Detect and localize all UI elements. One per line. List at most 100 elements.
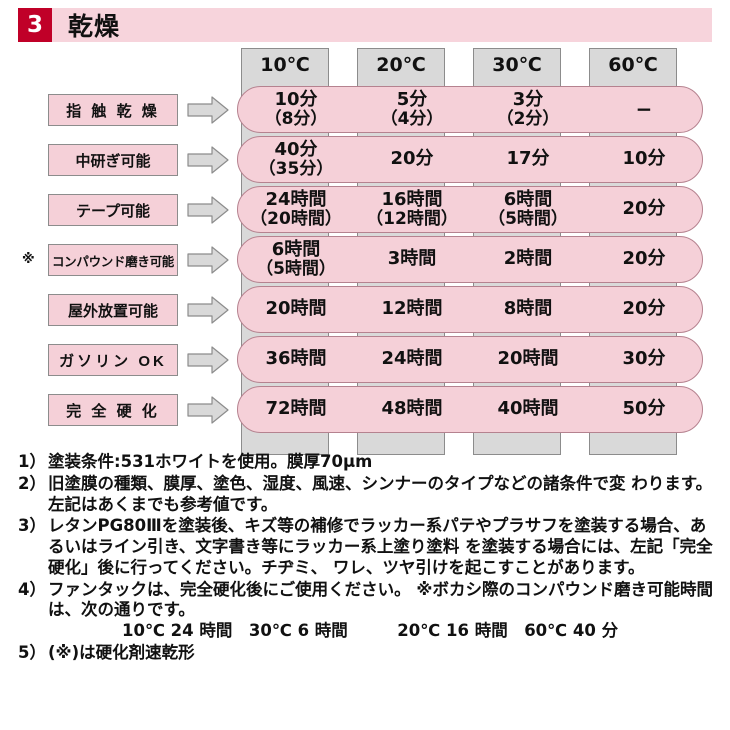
row-arrow-icon-3 [186,245,230,275]
table-cell-r0-c2: 3分 （2分） [470,87,586,132]
cell-primary-value: 16時間 [381,188,443,210]
section-header-banner: 3 乾燥 [18,8,712,42]
temperature-header-2: 30℃ [492,54,542,76]
table-cell-r0-c0: 10分 （8分） [238,87,354,132]
cell-secondary-value: （8分） [264,109,328,130]
cell-primary-value: 12時間 [381,298,443,320]
cell-primary-value: 20時間 [497,348,559,370]
table-row: 40分 （35分） 20分 17分 10分 [237,136,703,183]
footnote-paragraph: 旧塗膜の種類、膜厚、塗色、湿度、風速、シンナーのタイプなどの諸条件で変 わります… [48,473,713,514]
footnote-text: (※)は硬化剤速乾形 [48,643,718,664]
cell-primary-value: 30分 [622,348,666,370]
row-label-4: 屋外放置可能 [48,294,178,326]
table-cell-r2-c3: 20分 [586,187,702,232]
footnote-2: 2） 旧塗膜の種類、膜厚、塗色、湿度、風速、シンナーのタイプなどの諸条件で変 わり… [18,474,718,516]
footnote-number: 3） [18,516,46,536]
cell-primary-value: 8時間 [503,298,553,320]
cell-secondary-value: （4分） [380,109,444,130]
section-number-badge: 3 [18,8,52,42]
table-cell-r2-c2: 6時間 （5時間） [470,187,586,232]
table-cell-r0-c1: 5分 （4分） [354,87,470,132]
table-cell-r5-c2: 20時間 [470,337,586,382]
table-cell-r5-c1: 24時間 [354,337,470,382]
cell-primary-value: 6時間 [503,188,553,210]
cell-primary-value: 24時間 [265,188,327,210]
table-cell-r3-c1: 3時間 [354,237,470,282]
table-cell-r5-c0: 36時間 [238,337,354,382]
table-row: 20時間 12時間 8時間 20分 [237,286,703,333]
cell-secondary-value: （2分） [496,109,560,130]
footnote-text: 旧塗膜の種類、膜厚、塗色、湿度、風速、シンナーのタイプなどの諸条件で変 わります… [48,474,718,516]
cell-primary-value: 20分 [390,148,434,170]
row-arrow-icon-4 [186,295,230,325]
row-label-2: テープ可能 [48,194,178,226]
cell-primary-value: 10分 [274,88,318,110]
table-cell-r4-c0: 20時間 [238,287,354,332]
footnote-number: 4） [18,579,46,599]
table-cell-r6-c2: 40時間 [470,387,586,432]
temperature-header-0: 10℃ [260,54,310,76]
table-row: 36時間 24時間 20時間 30分 [237,336,703,383]
cell-primary-value: 40時間 [497,398,559,420]
table-row: 6時間 （5時間） 3時間 2時間 20分 [237,236,703,283]
cell-secondary-value: （35分） [258,159,334,180]
row-arrow-icon-6 [186,395,230,425]
row-label-0: 指 触 乾 燥 [48,94,178,126]
temperature-header-3: 60℃ [608,54,658,76]
table-cell-r6-c3: 50分 [586,387,702,432]
row-arrow-icon-5 [186,345,230,375]
cell-primary-value: 72時間 [265,398,327,420]
cell-primary-value: 50分 [622,398,666,420]
table-row: 24時間 （20時間） 16時間 （12時間） 6時間 （5時間） 20分 [237,186,703,233]
cell-primary-value: 24時間 [381,348,443,370]
row-marker-asterisk: ※ [22,251,35,266]
row-label-6: 完 全 硬 化 [48,394,178,426]
table-cell-r3-c2: 2時間 [470,237,586,282]
cell-primary-value: 10分 [622,148,666,170]
cell-secondary-value: （5時間） [488,209,568,230]
table-cell-r1-c3: 10分 [586,137,702,182]
table-cell-r4-c3: 20分 [586,287,702,332]
cell-secondary-value: （12時間） [366,209,458,230]
table-cell-r2-c0: 24時間 （20時間） [238,187,354,232]
footnote-number: 5） [18,643,46,663]
cell-primary-value: 6時間 [271,238,321,260]
table-cell-r0-c3: − [586,87,702,132]
footnote-temperature-line: 10℃ 24 時間 30℃ 6 時間 20℃ 16 時間 60℃ 40 分 [122,621,619,641]
footnote-number: 1） [18,452,46,471]
cell-secondary-value: （20時間） [250,209,342,230]
page-title: 乾燥 [68,13,121,41]
footnote-number: 2） [18,473,46,493]
cell-primary-value: 3時間 [387,248,437,270]
cell-primary-value: − [635,97,653,122]
table-row: 72時間 48時間 40時間 50分 [237,386,703,433]
cell-primary-value: 2時間 [503,248,553,270]
temperature-header-1: 20℃ [376,54,426,76]
cell-primary-value: 5分 [396,88,428,110]
footnote-1: 1） 塗装条件:531ホワイトを使用。膜厚70μm [18,452,718,473]
table-cell-r1-c2: 17分 [470,137,586,182]
cell-primary-value: 20分 [622,248,666,270]
table-cell-r6-c1: 48時間 [354,387,470,432]
row-label-5: ガソリン OK [48,344,178,376]
cell-primary-value: 36時間 [265,348,327,370]
footnotes-list: 1） 塗装条件:531ホワイトを使用。膜厚70μm 2） 旧塗膜の種類、膜厚、塗色、湿… [18,452,718,665]
row-arrow-icon-2 [186,195,230,225]
footnote-text: ファンタックは、完全硬化後にご使用ください。 ※ボカシ際のコンパウンド磨き可能時… [48,580,718,642]
footnote-paragraph: 塗装条件:531ホワイトを使用。膜厚70μm [48,452,373,471]
table-cell-r3-c0: 6時間 （5時間） [238,237,354,282]
cell-primary-value: 17分 [506,148,550,170]
drying-time-table: 10℃ 20℃ 30℃ 60℃ 指 触 乾 燥 10分 （8分） 5分 （4分） 3分 （2分） −… [0,48,730,455]
table-cell-r5-c3: 30分 [586,337,702,382]
table-cell-r6-c0: 72時間 [238,387,354,432]
table-cell-r3-c3: 20分 [586,237,702,282]
cell-primary-value: 40分 [274,138,318,160]
cell-primary-value: 20分 [622,198,666,220]
footnote-paragraph: レタンPG80Ⅲを塗装後、キズ等の補修でラッカー系パテやプラサフを塗装する場合、… [48,516,713,577]
row-label-3: コンパウンド磨き可能 [48,244,178,276]
row-label-1: 中研ぎ可能 [48,144,178,176]
cell-primary-value: 20時間 [265,298,327,320]
table-cell-r2-c1: 16時間 （12時間） [354,187,470,232]
table-cell-r1-c0: 40分 （35分） [238,137,354,182]
table-row: 10分 （8分） 5分 （4分） 3分 （2分） − [237,86,703,133]
